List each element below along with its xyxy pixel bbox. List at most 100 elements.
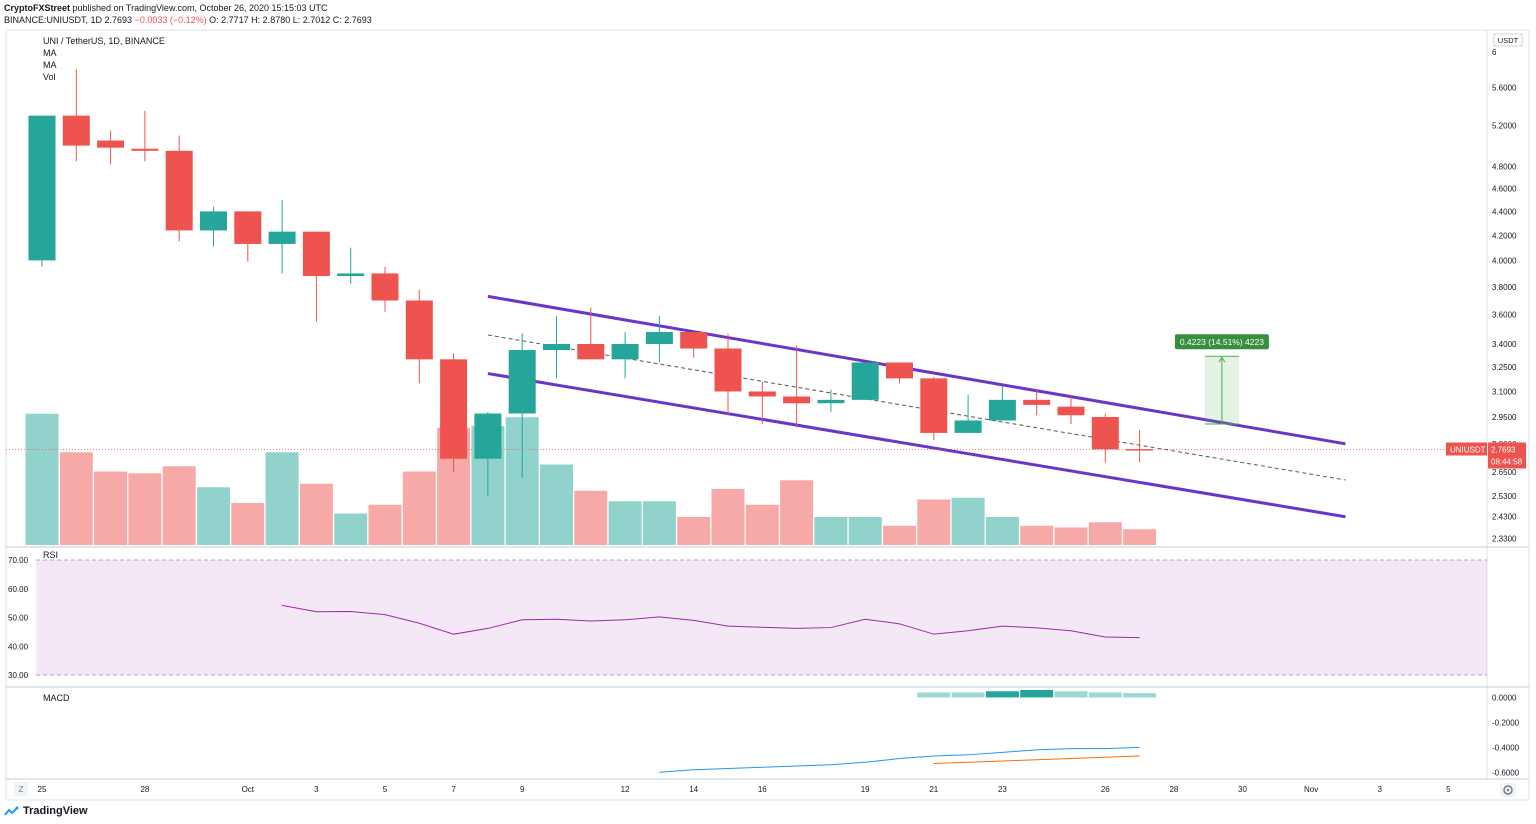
time-tick-label: 12 xyxy=(621,785,630,794)
volume-bar xyxy=(1088,522,1122,545)
candle-body[interactable] xyxy=(405,300,433,360)
published-header: CryptoFXStreet published on TradingView.… xyxy=(4,3,328,13)
candle-body[interactable] xyxy=(1091,416,1119,450)
tradingview-brand: TradingView xyxy=(23,805,88,817)
volume-bar xyxy=(59,452,93,545)
candle-body[interactable] xyxy=(200,211,227,231)
volume-bar xyxy=(642,501,676,545)
candle-body[interactable] xyxy=(920,378,948,433)
price-tick-label: 2.9500 xyxy=(1492,413,1517,422)
z-button-label: Z xyxy=(19,785,24,794)
time-tick-label: 23 xyxy=(998,785,1007,794)
volume-bar xyxy=(25,413,59,545)
gear-icon[interactable] xyxy=(1500,783,1516,797)
candle-body[interactable] xyxy=(28,115,56,261)
macd-histogram-bar xyxy=(1123,693,1157,698)
rsi-band xyxy=(36,560,1487,675)
candle-body[interactable] xyxy=(371,273,399,301)
macd-tick-label: 0.0000 xyxy=(1492,693,1517,702)
candle-body[interactable] xyxy=(954,420,982,433)
volume-bar xyxy=(780,480,814,545)
volume-bar xyxy=(711,489,745,545)
channel-upper-line[interactable] xyxy=(487,294,1346,446)
rsi-line[interactable] xyxy=(282,604,1140,639)
candle-body[interactable] xyxy=(97,140,125,148)
time-tick-label: 21 xyxy=(929,785,938,794)
candle-body[interactable] xyxy=(886,362,913,379)
volume-bar xyxy=(368,504,402,545)
gear-icon-ring xyxy=(1503,785,1513,795)
candle-body[interactable] xyxy=(543,343,570,351)
currency-label-box xyxy=(1493,33,1523,47)
candle-body[interactable] xyxy=(268,231,296,244)
publisher-name[interactable]: CryptoFXStreet xyxy=(4,3,71,13)
volume-bar xyxy=(951,497,985,545)
time-tick-label: Oct xyxy=(242,785,255,794)
time-tick-label: 26 xyxy=(1101,785,1110,794)
candle-body[interactable] xyxy=(680,332,708,349)
time-tick-label: 3 xyxy=(1377,785,1382,794)
price-tick-label: 6 xyxy=(1492,48,1497,57)
price-tick-label: 4.2000 xyxy=(1492,231,1517,240)
time-tick-label: 25 xyxy=(38,785,47,794)
symbol-label: BINANCE:UNIUSDT, 1D xyxy=(4,15,103,25)
price-tick-label: 5.2000 xyxy=(1492,121,1517,130)
macd-tick-label: -0.6000 xyxy=(1492,768,1520,777)
published-text: published on TradingView.com, October 26… xyxy=(72,3,328,13)
time-tick-label: 5 xyxy=(1446,785,1451,794)
macd-histogram-bar xyxy=(1020,690,1054,698)
macd-histogram-bar xyxy=(1054,691,1088,698)
candle-body[interactable] xyxy=(474,413,502,459)
candle-body[interactable] xyxy=(1023,399,1051,405)
candle-body[interactable] xyxy=(1126,449,1154,451)
candle-body[interactable] xyxy=(302,231,330,277)
price-tick-label: 3.2500 xyxy=(1492,363,1517,372)
candle-body[interactable] xyxy=(748,391,776,397)
time-tick-label: 28 xyxy=(140,785,149,794)
volume-bar xyxy=(677,517,711,545)
candle-body[interactable] xyxy=(714,348,742,392)
time-tick-label: 19 xyxy=(861,785,870,794)
time-tick-label: 16 xyxy=(758,785,767,794)
candle-body[interactable] xyxy=(62,115,90,146)
macd-histogram-bar xyxy=(917,692,951,698)
symbol-tag-label: UNIUSDT xyxy=(1450,446,1486,455)
last-price: 2.7693 xyxy=(104,15,133,25)
candle-body[interactable] xyxy=(783,396,811,404)
candle-body[interactable] xyxy=(577,343,605,360)
rsi-tick-label: 30.00 xyxy=(8,671,29,680)
channel-mid-line[interactable] xyxy=(487,334,1346,481)
candle-body[interactable] xyxy=(508,350,536,414)
macd-line[interactable] xyxy=(659,746,1140,773)
candle-body[interactable] xyxy=(131,148,159,151)
macd-tick-label: -0.2000 xyxy=(1492,718,1520,727)
volume-bar xyxy=(1020,525,1054,545)
channel-lower-line[interactable] xyxy=(487,372,1346,519)
candle-body[interactable] xyxy=(817,399,845,404)
candle-body[interactable] xyxy=(645,332,673,344)
volume-bar xyxy=(299,483,333,545)
macd-signal-line[interactable] xyxy=(933,755,1140,765)
candle-body[interactable] xyxy=(1057,406,1085,416)
rsi-tick-label: 70.00 xyxy=(8,556,29,565)
volume-bar xyxy=(985,517,1019,545)
tradingview-footer[interactable]: TradingView xyxy=(4,805,88,817)
candle-body[interactable] xyxy=(337,273,365,277)
price-axis: 6 5.6000 5.2000 4.8000 4.6000 4.4000 4.2000 4.0… xyxy=(1492,33,1523,543)
z-button[interactable] xyxy=(14,782,28,796)
candle-body[interactable] xyxy=(440,359,468,459)
chart-frame xyxy=(5,29,1530,801)
candle-body[interactable] xyxy=(165,150,193,231)
price-tag-countdown: 08:44:58 xyxy=(1491,458,1523,467)
volume-bar xyxy=(540,464,573,545)
candle-body[interactable] xyxy=(234,211,262,244)
macd-histogram-bar xyxy=(985,691,1019,698)
candle-body[interactable] xyxy=(988,399,1016,421)
candle-body[interactable] xyxy=(611,343,639,360)
price-tick-label: 3.1000 xyxy=(1492,387,1517,396)
symbol-tag xyxy=(1446,442,1487,456)
time-tick-label: 28 xyxy=(1169,785,1178,794)
candle-body[interactable] xyxy=(851,362,879,400)
volume-bar xyxy=(883,525,916,545)
